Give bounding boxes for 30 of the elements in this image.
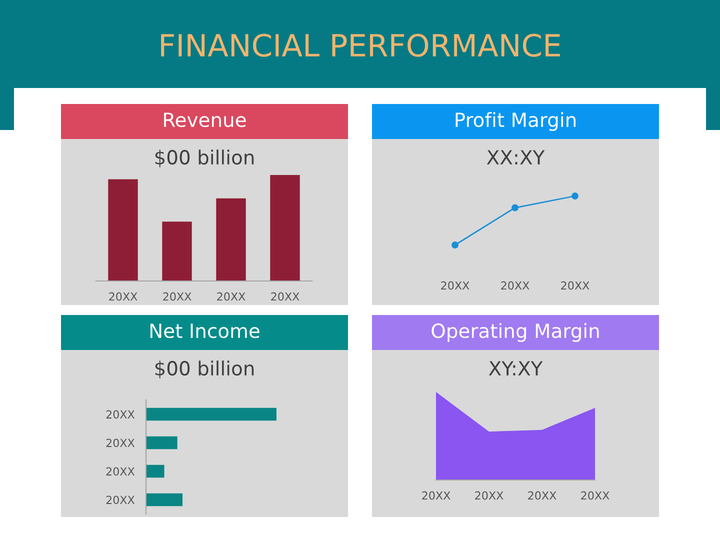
x-tick-label: 20XX <box>528 491 556 500</box>
x-tick-label: 20XX <box>475 491 504 500</box>
bar <box>146 436 178 450</box>
text: FINANCIAL PERFORMANCE <box>161 34 560 57</box>
chart-subtitle: XX:XY <box>486 150 545 164</box>
bar <box>146 464 164 478</box>
chart-title: Profit Margin <box>456 112 576 131</box>
x-tick-label: 20XX <box>217 292 246 301</box>
chart-subtitle: $00 billion <box>155 360 254 378</box>
y-tick-label: 20XX <box>106 438 135 448</box>
bar <box>162 222 192 281</box>
chart-title: Revenue <box>164 112 246 128</box>
bar <box>216 198 246 281</box>
chart-title: Operating Margin <box>432 323 599 342</box>
x-tick-label: 20XX <box>163 292 192 301</box>
x-tick-label: 20XX <box>561 281 590 290</box>
chart-title: Net Income <box>150 324 260 338</box>
y-tick-label: 20XX <box>106 467 135 476</box>
x-tick-label: 20XX <box>581 491 610 500</box>
x-tick-label: 20XX <box>422 491 450 500</box>
bar <box>270 175 300 281</box>
x-tick-label: 20XX <box>441 281 470 290</box>
x-tick-label: 20XX <box>501 281 530 290</box>
x-tick-label: 20XX <box>271 292 300 301</box>
bar <box>146 408 276 421</box>
y-tick-label: 20XX <box>106 410 135 419</box>
chart-subtitle: XY:XY <box>488 361 543 376</box>
bar <box>108 179 138 281</box>
bar <box>146 493 183 506</box>
chart-subtitle: $00 billion <box>155 150 254 168</box>
